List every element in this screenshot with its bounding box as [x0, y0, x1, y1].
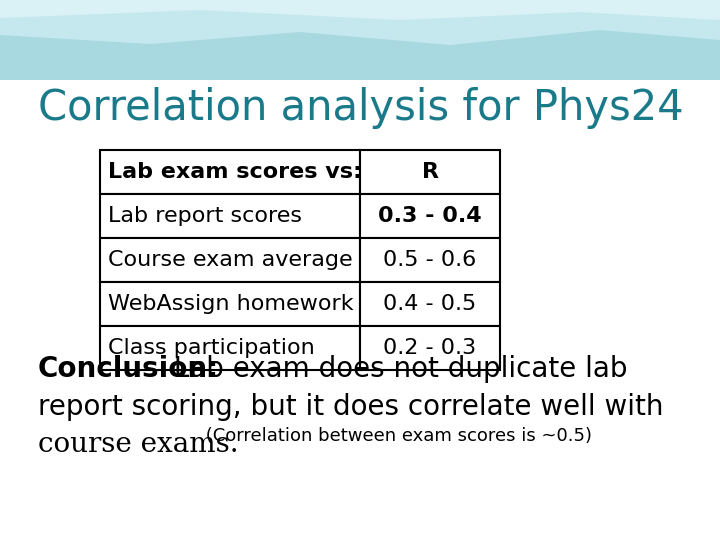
Polygon shape: [0, 0, 720, 45]
Text: Class participation: Class participation: [108, 338, 315, 358]
Text: Conclusion:: Conclusion:: [38, 355, 220, 383]
Text: 0.3 - 0.4: 0.3 - 0.4: [378, 206, 482, 226]
Text: Lab exam scores vs:: Lab exam scores vs:: [108, 162, 362, 182]
Bar: [100, 326, 360, 370]
Bar: [100, 194, 360, 238]
Text: Course exam average: Course exam average: [108, 250, 353, 270]
Bar: [360, 194, 500, 238]
Bar: [100, 150, 360, 194]
Text: R: R: [421, 162, 438, 182]
Bar: [100, 238, 360, 282]
Text: 0.4 - 0.5: 0.4 - 0.5: [383, 294, 477, 314]
Text: WebAssign homework: WebAssign homework: [108, 294, 354, 314]
Text: Lab exam does not duplicate lab: Lab exam does not duplicate lab: [156, 355, 628, 383]
Bar: [360, 326, 500, 370]
Text: Lab report scores: Lab report scores: [108, 206, 302, 226]
Bar: [360, 282, 500, 326]
Bar: [100, 282, 360, 326]
Text: report scoring, but it does correlate well with: report scoring, but it does correlate we…: [38, 393, 664, 421]
Text: 0.5 - 0.6: 0.5 - 0.6: [383, 250, 477, 270]
Text: course exams.: course exams.: [38, 431, 238, 458]
Polygon shape: [0, 0, 720, 90]
Bar: [0, 80, 720, 540]
Bar: [360, 238, 500, 282]
Bar: [360, 150, 500, 194]
Text: 0.2 - 0.3: 0.2 - 0.3: [384, 338, 477, 358]
Text: Correlation analysis for Phys24: Correlation analysis for Phys24: [38, 87, 683, 129]
Polygon shape: [0, 0, 720, 20]
Text: (Correlation between exam scores is ~0.5): (Correlation between exam scores is ~0.5…: [200, 427, 592, 445]
